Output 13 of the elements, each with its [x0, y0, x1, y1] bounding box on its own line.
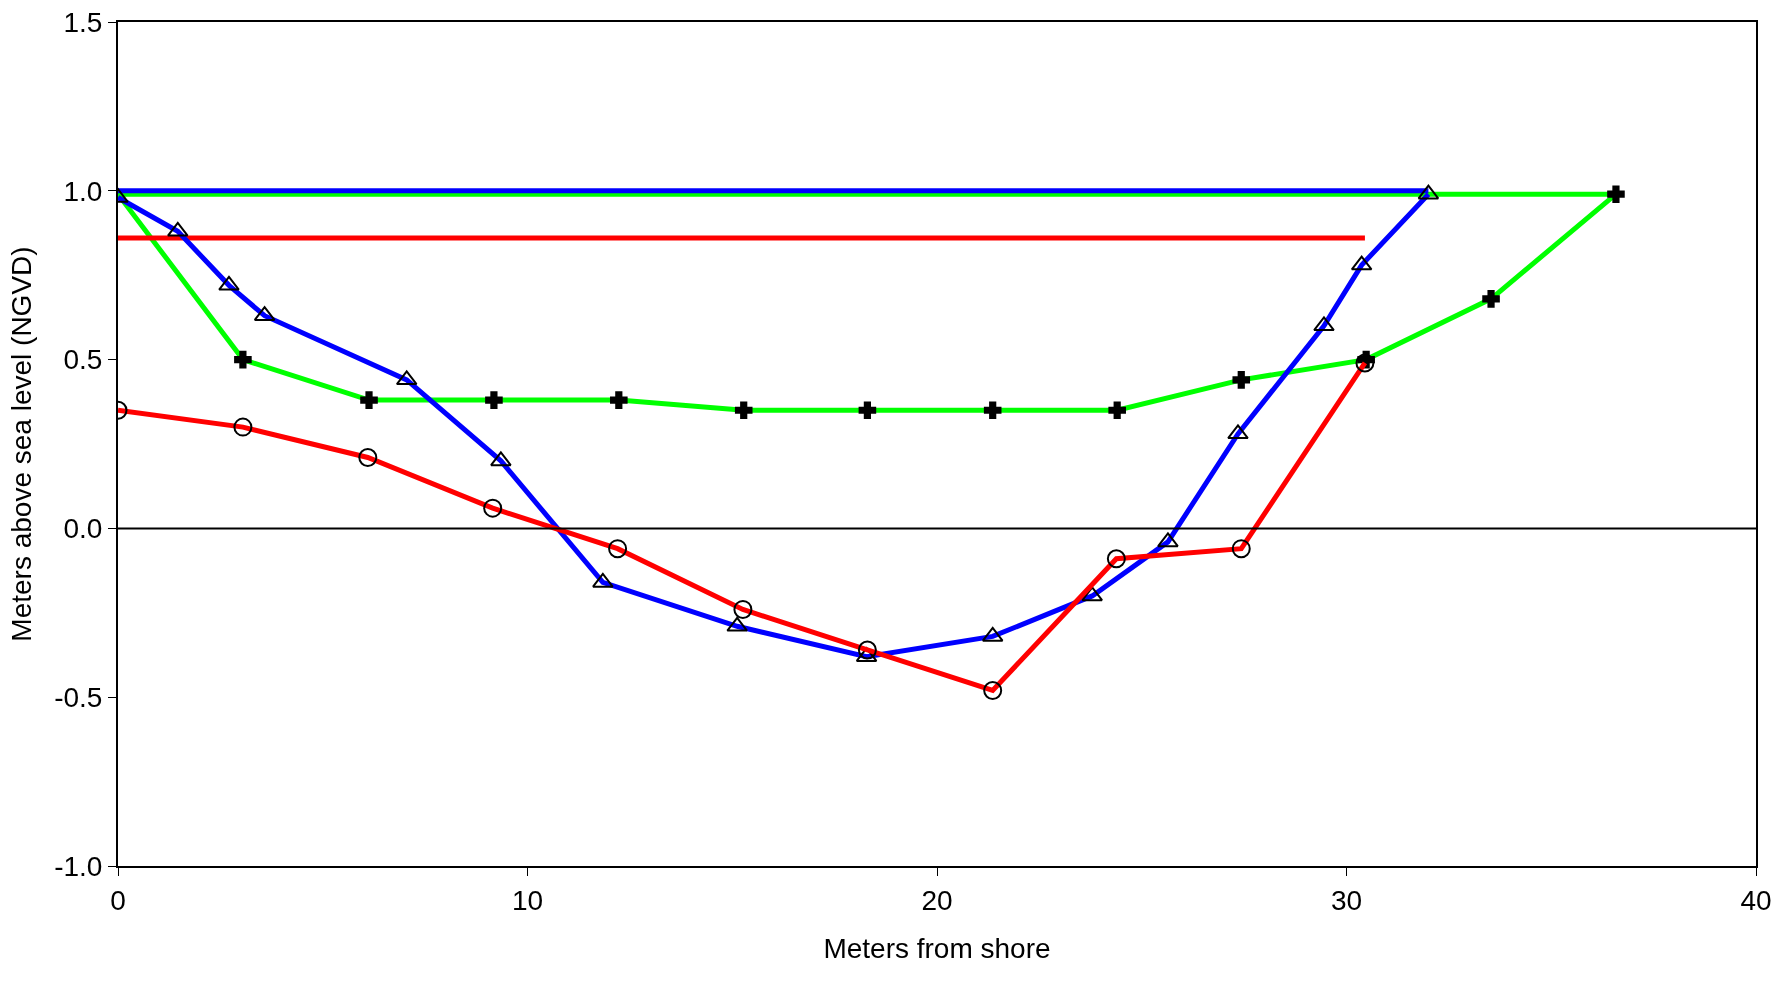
x-axis-title: Meters from shore: [823, 933, 1051, 965]
y-tick-label: 0.5: [63, 344, 103, 376]
y-tick-label: 1.5: [63, 6, 103, 38]
y-axis-title: Meters above sea level (NGVD): [6, 246, 38, 642]
y-tick-label: 0.0: [63, 513, 103, 545]
x-tick-label: 30: [1330, 884, 1363, 916]
y-tick-label: 1.0: [63, 175, 103, 207]
x-tick-label: 0: [110, 884, 126, 916]
y-tick-label: -1.0: [54, 850, 103, 882]
x-tick-label: 40: [1740, 884, 1772, 916]
y-tick-label: -0.5: [54, 682, 103, 713]
x-tick-label: 20: [921, 884, 953, 916]
x-tick-label: 10: [511, 884, 544, 916]
